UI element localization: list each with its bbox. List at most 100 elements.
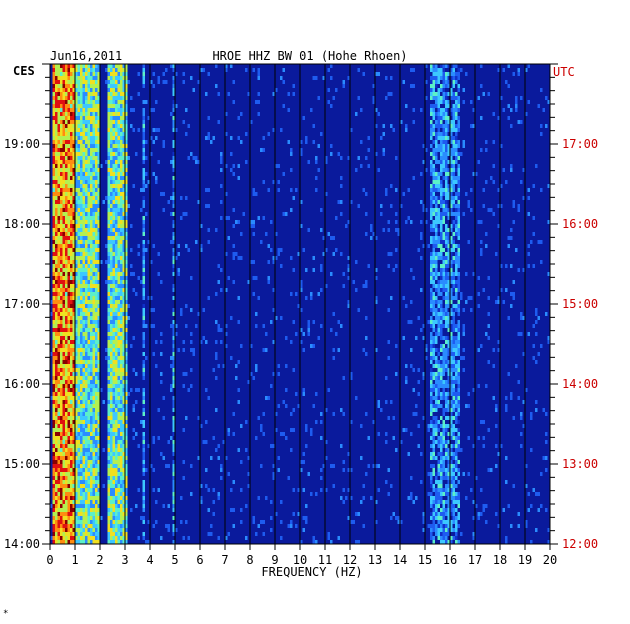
heatmap-cell bbox=[207, 488, 210, 492]
heatmap-cell bbox=[77, 284, 80, 288]
heatmap-cell bbox=[122, 516, 125, 520]
heatmap-cell bbox=[77, 336, 80, 340]
heatmap-cell bbox=[92, 392, 95, 396]
heatmap-cell bbox=[435, 356, 438, 360]
heatmap-cell bbox=[95, 476, 98, 480]
heatmap-cell bbox=[107, 328, 110, 332]
heatmap-cell bbox=[67, 244, 70, 248]
heatmap-cell bbox=[432, 428, 435, 432]
heatmap-cell bbox=[110, 344, 113, 348]
heatmap-cell bbox=[115, 200, 118, 204]
heatmap-cell bbox=[75, 328, 78, 332]
heatmap-cell bbox=[430, 388, 433, 392]
heatmap-cell bbox=[417, 316, 420, 320]
heatmap-cell bbox=[182, 348, 185, 352]
heatmap-cell bbox=[417, 380, 420, 384]
heatmap-cell bbox=[72, 324, 75, 328]
heatmap-cell bbox=[432, 68, 435, 72]
heatmap-cell bbox=[432, 540, 435, 544]
heatmap-cell bbox=[120, 160, 123, 164]
heatmap-cell bbox=[435, 188, 438, 192]
heatmap-cell bbox=[82, 524, 85, 528]
heatmap-cell bbox=[67, 356, 70, 360]
heatmap-cell bbox=[122, 272, 125, 276]
heatmap-cell bbox=[137, 244, 140, 248]
heatmap-cell bbox=[82, 476, 85, 480]
heatmap-cell bbox=[125, 268, 128, 272]
heatmap-cell bbox=[95, 280, 98, 284]
heatmap-cell bbox=[97, 496, 100, 500]
heatmap-cell bbox=[87, 344, 90, 348]
heatmap-cell bbox=[110, 280, 113, 284]
heatmap-cell bbox=[442, 96, 445, 100]
heatmap-cell bbox=[72, 428, 75, 432]
heatmap-cell bbox=[172, 468, 175, 472]
heatmap-cell bbox=[127, 80, 130, 84]
heatmap-cell bbox=[65, 380, 68, 384]
heatmap-cell bbox=[92, 224, 95, 228]
heatmap-cell bbox=[80, 284, 83, 288]
heatmap-cell bbox=[55, 184, 58, 188]
heatmap-cell bbox=[67, 68, 70, 72]
heatmap-cell bbox=[95, 324, 98, 328]
heatmap-cell bbox=[155, 180, 158, 184]
heatmap-cell bbox=[117, 476, 120, 480]
heatmap-cell bbox=[437, 236, 440, 240]
heatmap-cell bbox=[95, 492, 98, 496]
heatmap-cell bbox=[342, 376, 345, 380]
heatmap-cell bbox=[62, 232, 65, 236]
heatmap-cell bbox=[110, 128, 113, 132]
heatmap-cell bbox=[65, 140, 68, 144]
heatmap-cell bbox=[77, 224, 80, 228]
heatmap-cell bbox=[130, 124, 133, 128]
heatmap-cell bbox=[215, 340, 218, 344]
heatmap-cell bbox=[65, 512, 68, 516]
heatmap-cell bbox=[72, 192, 75, 196]
heatmap-cell bbox=[437, 76, 440, 80]
heatmap-cell bbox=[112, 284, 115, 288]
heatmap-cell bbox=[430, 260, 433, 264]
heatmap-cell bbox=[72, 316, 75, 320]
heatmap-cell bbox=[82, 384, 85, 388]
heatmap-cell bbox=[442, 368, 445, 372]
heatmap-cell bbox=[172, 408, 175, 412]
heatmap-cell bbox=[172, 164, 175, 168]
heatmap-cell bbox=[82, 448, 85, 452]
heatmap-cell bbox=[117, 344, 120, 348]
heatmap-cell bbox=[115, 148, 118, 152]
heatmap-cell bbox=[92, 296, 95, 300]
heatmap-cell bbox=[97, 308, 100, 312]
heatmap-cell bbox=[435, 212, 438, 216]
heatmap-cell bbox=[65, 372, 68, 376]
heatmap-cell bbox=[205, 484, 208, 488]
heatmap-cell bbox=[115, 108, 118, 112]
heatmap-cell bbox=[87, 472, 90, 476]
heatmap-cell bbox=[432, 256, 435, 260]
heatmap-cell bbox=[87, 288, 90, 292]
heatmap-cell bbox=[70, 272, 73, 276]
heatmap-cell bbox=[65, 352, 68, 356]
heatmap-cell bbox=[70, 232, 73, 236]
heatmap-cell bbox=[245, 448, 248, 452]
heatmap-cell bbox=[60, 92, 63, 96]
heatmap-cell bbox=[207, 508, 210, 512]
heatmap-cell bbox=[107, 516, 110, 520]
heatmap-cell bbox=[67, 320, 70, 324]
heatmap-cell bbox=[110, 224, 113, 228]
heatmap-cell bbox=[67, 172, 70, 176]
heatmap-cell bbox=[85, 376, 88, 380]
heatmap-cell bbox=[300, 308, 303, 312]
heatmap-cell bbox=[437, 148, 440, 152]
heatmap-cell bbox=[92, 356, 95, 360]
heatmap-cell bbox=[65, 80, 68, 84]
heatmap-cell bbox=[432, 212, 435, 216]
heatmap-cell bbox=[117, 372, 120, 376]
heatmap-cell bbox=[435, 440, 438, 444]
heatmap-cell bbox=[117, 260, 120, 264]
heatmap-cell bbox=[405, 428, 408, 432]
heatmap-cell bbox=[115, 388, 118, 392]
heatmap-cell bbox=[97, 268, 100, 272]
heatmap-cell bbox=[87, 348, 90, 352]
heatmap-cell bbox=[110, 504, 113, 508]
heatmap-cell bbox=[342, 500, 345, 504]
